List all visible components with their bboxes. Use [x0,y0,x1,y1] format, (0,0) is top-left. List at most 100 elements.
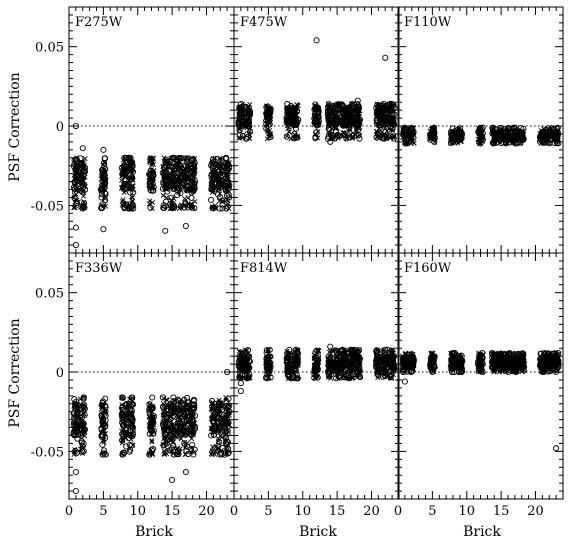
data-point-cross [225,177,231,183]
data-point-cross [100,425,106,431]
data-point-circle [520,136,527,143]
data-point-cross [148,447,154,453]
data-point-cross [353,119,359,125]
data-point-circle [517,125,524,132]
data-point-cross [78,188,84,194]
data-point-cross [427,128,433,134]
data-point-cross [537,133,544,139]
data-point-circle [236,114,243,121]
data-point-circle [266,346,273,353]
data-point-cross [73,414,79,420]
data-point-circle [216,180,224,188]
data-point-cross [149,180,155,186]
data-point-cross [381,115,387,121]
data-point-circle [291,105,298,112]
data-point-cross [220,198,226,204]
data-point-circle [181,400,188,408]
x-tick-label: 5 [99,504,107,519]
panel-frame [397,252,564,500]
data-point-circle [99,441,106,448]
data-point-circle [102,451,109,458]
data-point-cross [78,159,84,165]
data-point-circle [353,358,360,365]
data-point-cross [503,140,509,146]
data-point-cross [189,176,195,182]
data-point-circle [98,205,105,212]
data-point-circle [292,366,299,373]
data-point-circle [311,374,318,381]
data-point-circle [221,417,228,424]
data-point-circle [346,369,353,376]
data-point-cross [326,110,332,116]
data-point-cross [151,161,157,167]
data-point-cross [182,182,188,188]
data-point-cross [341,130,347,136]
data-point-circle [236,104,243,111]
data-point-circle [291,130,298,138]
data-point-cross [168,448,174,454]
data-point-cross [210,444,216,450]
data-point-cross [431,133,437,139]
data-point-circle [551,128,558,135]
data-point-circle [332,359,339,366]
data-point-circle [147,420,154,427]
data-point-cross [411,140,417,146]
data-points [235,343,398,395]
data-point-cross [325,115,331,121]
data-point-circle [223,182,230,190]
data-point-circle [174,176,181,183]
data-point-circle [284,371,291,379]
data-point-cross [169,411,175,417]
data-point-cross [146,414,152,420]
data-point-cross [236,355,242,361]
data-point-cross [80,179,86,185]
data-point-cross [151,413,157,419]
data-point-circle [101,159,108,167]
data-point-cross [429,350,435,356]
data-point-cross [378,127,384,133]
data-point-circle [387,117,394,124]
data-point-circle [540,139,547,146]
data-point-cross [80,431,86,437]
data-point-circle [147,204,154,211]
data-point-circle [79,443,86,450]
data-point-circle [159,421,167,428]
data-point-circle [148,406,155,413]
x-tick-label: 10 [458,504,475,519]
data-point-cross [389,375,395,381]
data-point-circle [121,414,128,421]
data-point-cross [382,106,388,112]
x-tick-label: 20 [527,504,544,519]
data-point-circle [511,124,518,131]
data-point-cross [504,128,510,134]
data-point-circle [477,131,485,138]
data-point-circle [77,169,84,176]
data-point-circle [100,226,107,233]
data-point-cross [357,373,363,379]
data-point-circle [347,353,354,360]
data-point-cross [121,200,127,206]
data-point-cross [149,439,155,445]
data-point-circle [455,368,463,376]
data-point-cross [313,363,319,370]
data-point-circle [79,448,86,456]
data-point-circle [161,204,168,211]
data-point-circle [99,186,106,193]
data-point-cross [374,121,380,127]
data-point-circle [169,476,176,484]
data-point-circle [150,445,157,452]
x-tick-label: 5 [264,504,272,519]
data-point-circle [123,443,130,450]
panel-f160w: F160W 0 5 10 15 20 [394,252,564,519]
data-point-circle [208,180,215,187]
data-point-circle [477,140,484,147]
data-point-cross [315,135,321,141]
data-point-circle [246,119,253,126]
data-point-circle [264,375,271,382]
data-point-cross [388,350,394,356]
data-point-circle [354,97,361,104]
data-point-circle [346,374,353,382]
data-point-circle [407,128,414,135]
data-point-cross [346,104,352,110]
data-point-cross [119,185,125,191]
